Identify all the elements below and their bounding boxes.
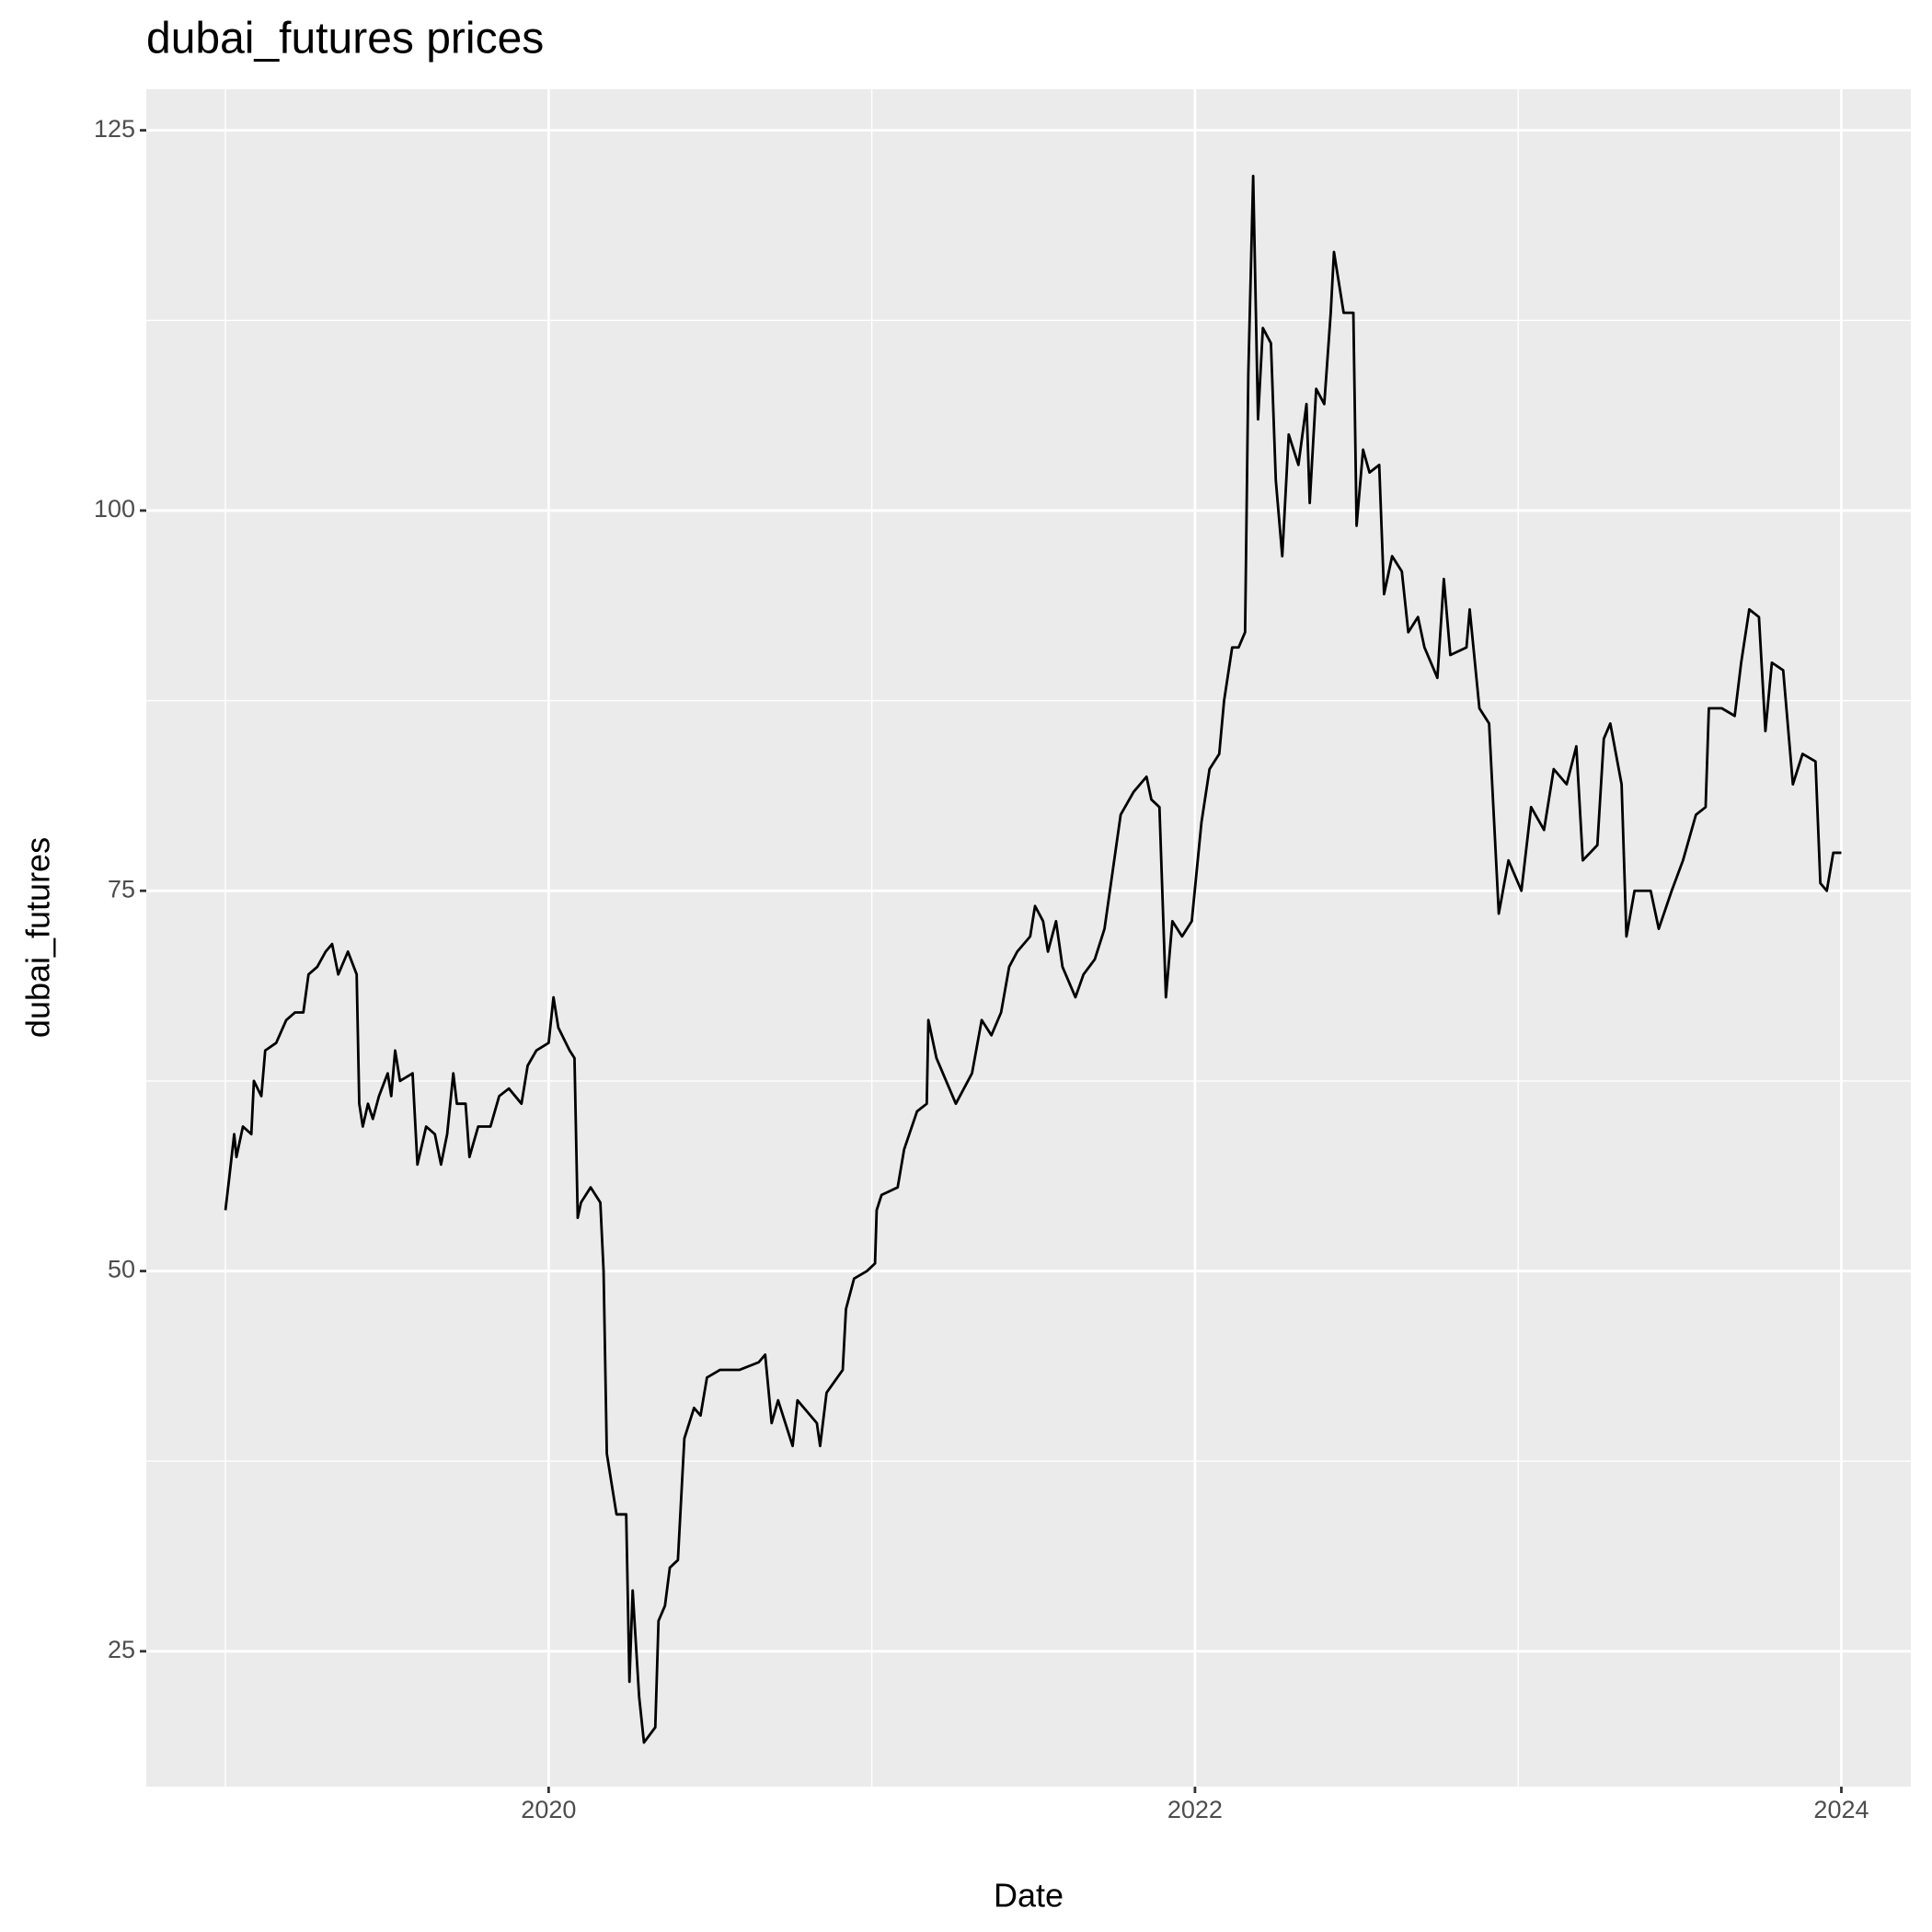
y-tick-label: 25 (108, 1636, 135, 1663)
chart-title: dubai_futures prices (146, 15, 544, 63)
x-axis-title: Date (994, 1877, 1064, 1915)
y-tick-label: 125 (94, 115, 135, 143)
x-tick-label: 2022 (1167, 1796, 1223, 1823)
y-tick-label: 50 (108, 1256, 135, 1283)
y-axis-title: dubai_futures (19, 837, 57, 1038)
price-line (224, 174, 1842, 1744)
x-tick-label: 2024 (1813, 1796, 1869, 1823)
y-tick-label: 75 (108, 875, 135, 903)
y-tick-label: 100 (94, 495, 135, 523)
x-tick-label: 2020 (521, 1796, 576, 1823)
